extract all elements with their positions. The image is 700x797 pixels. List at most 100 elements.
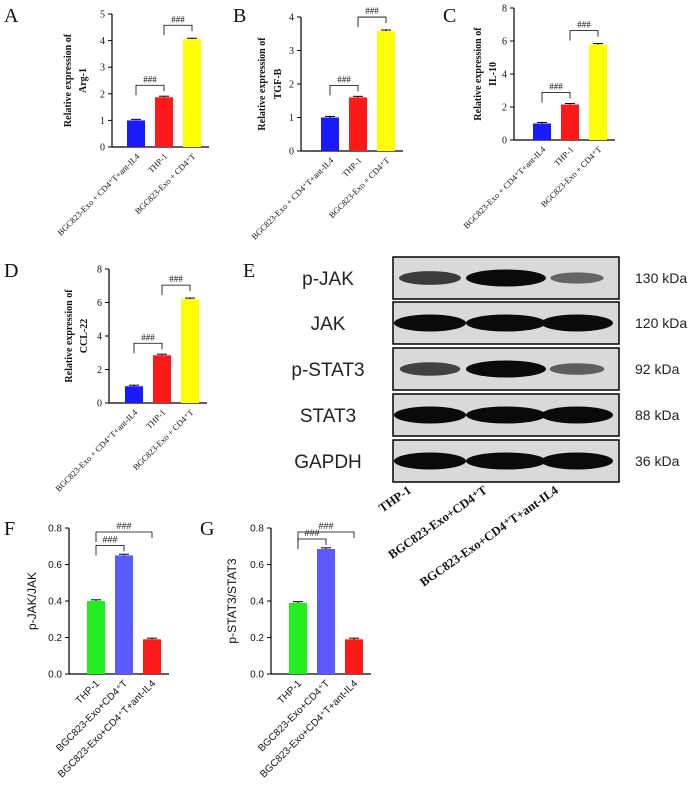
- y-tick-label: 4: [97, 332, 102, 343]
- y-tick-label: 0.6: [250, 560, 264, 571]
- blot-band: [394, 406, 466, 424]
- blot-band: [541, 314, 613, 332]
- blot-lane-label: BGC823-Exo+CD4⁺T+ant-IL4: [417, 483, 561, 590]
- y-tick-label: 4: [289, 13, 294, 24]
- y-tick-label: 6: [97, 298, 102, 309]
- blot-kda-label: 88 kDa: [635, 407, 680, 423]
- y-tick-label: 6: [502, 37, 507, 48]
- panel-letter-g: G: [200, 518, 214, 540]
- significance-bracket: [95, 544, 125, 556]
- significance-label: ###: [337, 74, 351, 84]
- significance-bracket: [329, 85, 359, 96]
- bar: [349, 97, 367, 151]
- significance-label: ###: [304, 528, 319, 538]
- panel-letter-e: E: [243, 260, 255, 282]
- significance-label: ###: [116, 521, 131, 531]
- significance-bracket: [297, 531, 355, 542]
- blot-kda-label: 120 kDa: [635, 315, 687, 331]
- category-label: THP-1: [144, 407, 167, 430]
- significance-label: ###: [171, 14, 185, 24]
- blot-band: [466, 452, 546, 470]
- significance-label: ###: [577, 20, 591, 30]
- blot-kda-label: 36 kDa: [635, 453, 680, 469]
- bar: [181, 299, 199, 403]
- y-tick-label: 0: [502, 136, 507, 147]
- y-tick-label: 3: [289, 46, 294, 57]
- significance-bracket: [161, 284, 191, 296]
- significance-label: ###: [318, 521, 333, 531]
- chart-c: 0 2 4 6 8 Relative expression of IL-10 BGC823-E…: [461, 4, 615, 230]
- y-tick-label: 0.4: [250, 597, 264, 608]
- significance-bracket: [135, 84, 165, 96]
- blot-band: [466, 360, 546, 378]
- significance-label: ###: [169, 274, 183, 284]
- y-axis-label: p-STAT3/STAT3: [225, 558, 239, 643]
- y-tick-label: 0.2: [250, 633, 264, 644]
- blot-band: [466, 406, 546, 424]
- category-label: THP-1: [146, 151, 169, 174]
- significance-bracket: [569, 30, 599, 41]
- significance-bracket: [297, 538, 327, 549]
- bar: [143, 639, 161, 674]
- significance-label: ###: [102, 534, 117, 544]
- significance-label: ###: [143, 74, 157, 84]
- y-tick-label: 0.6: [48, 560, 62, 571]
- chart-d: 0 2 4 6 8 Relative expression of CCL-22 BGC823-…: [53, 265, 207, 493]
- significance-bracket: [541, 92, 571, 103]
- y-axis-label: p-JAK/JAK: [25, 572, 39, 630]
- blot-band: [541, 406, 613, 424]
- y-axis-label: CCL-22: [79, 319, 90, 353]
- chart-b: 0 1 2 3 4 Relative expression of TGF-B BGC823-E…: [249, 6, 403, 241]
- bar: [321, 117, 339, 151]
- significance-label: ###: [141, 332, 155, 342]
- y-tick-label: 4: [100, 36, 105, 47]
- significance-bracket: [163, 24, 193, 36]
- y-axis-label: IL-10: [488, 62, 499, 86]
- bar: [183, 39, 201, 147]
- y-tick-label: 8: [502, 4, 507, 15]
- bar: [127, 120, 145, 147]
- blot-protein-label: JAK: [311, 314, 346, 335]
- bar: [125, 386, 143, 403]
- y-axis-label: Arg-1: [78, 68, 89, 93]
- panel-letter-c: C: [443, 5, 456, 27]
- y-tick-label: 2: [100, 89, 105, 100]
- bar: [561, 104, 579, 140]
- blot-band: [466, 314, 546, 332]
- y-tick-label: 0.8: [48, 524, 62, 535]
- y-tick-label: 2: [502, 103, 507, 114]
- significance-label: ###: [365, 6, 379, 16]
- y-tick-label: 0: [100, 143, 105, 154]
- y-tick-label: 0.0: [250, 670, 264, 681]
- y-tick-label: 0: [97, 399, 102, 410]
- western-blot: p-JAK 130 kDa JAK 120 kDa p-STAT3 92 kDa STAT3…: [291, 256, 687, 590]
- blot-protein-label: STAT3: [300, 406, 356, 427]
- y-tick-label: 0: [289, 147, 294, 158]
- y-tick-label: 4: [502, 70, 507, 81]
- bar: [115, 555, 133, 674]
- category-label: BGC823-Exo + CD4⁺T+ant-IL4: [249, 155, 336, 242]
- panel-letter-d: D: [4, 260, 18, 282]
- y-axis-label: Relative expression of: [257, 37, 268, 131]
- significance-bracket: [133, 342, 163, 354]
- y-tick-label: 5: [100, 10, 105, 21]
- y-tick-label: 3: [100, 63, 105, 74]
- y-axis-label: Relative expression of: [63, 33, 74, 127]
- significance-label: ###: [549, 82, 563, 92]
- chart-f: 0.00.20.40.60.8p-JAK/JAKTHP-1BGC823-Exo+…: [25, 521, 169, 780]
- category-label: BGC823-Exo + CD4⁺T+ant-IL4: [55, 151, 142, 238]
- panel-letter-f: F: [4, 518, 15, 540]
- significance-bracket: [357, 16, 387, 28]
- bar: [155, 97, 173, 147]
- y-tick-label: 0.8: [250, 524, 264, 535]
- bar: [153, 355, 171, 403]
- y-tick-label: 0.2: [48, 633, 62, 644]
- category-label: THP-1: [552, 144, 575, 167]
- bar: [533, 123, 551, 140]
- blot-band: [399, 362, 461, 376]
- chart-g: 0.00.20.40.60.8p-STAT3/STAT3THP-1BGC823-…: [225, 521, 371, 780]
- bar: [317, 548, 335, 674]
- y-axis-label: TGF-B: [273, 68, 284, 99]
- bar: [377, 31, 395, 151]
